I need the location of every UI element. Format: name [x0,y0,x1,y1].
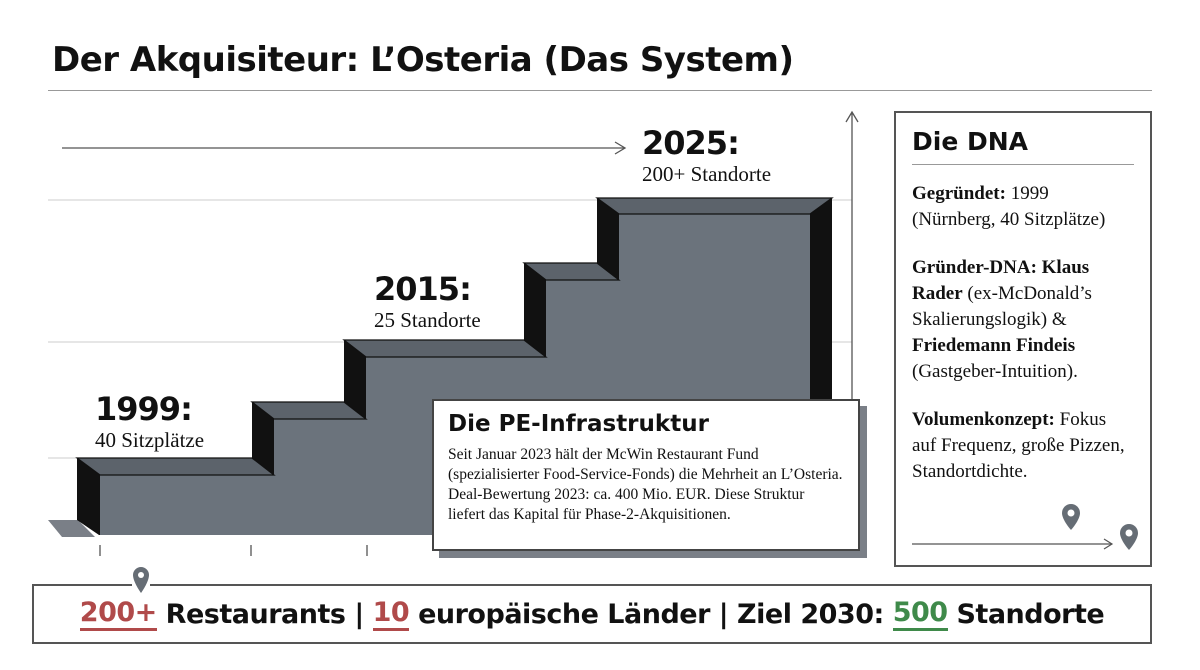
pe-box-text: Seit Januar 2023 hält der McWin Restaura… [448,446,843,523]
step-year: 2025: [642,124,740,162]
dna-panel: Die DNA Gegründet: 1999 (Nürnberg, 40 Si… [894,111,1152,567]
step-year: 2015: [374,270,472,308]
step-2025: 2025: 200+ Standorte [642,124,771,187]
step-label: 25 Standorte [374,308,481,332]
step-year: 1999: [95,390,193,428]
map-pin-icon [1120,524,1138,550]
step-top-bevels [75,197,834,476]
step-label: 200+ Standorte [642,162,772,186]
pe-infrastructure-box: Die PE-Infrastruktur Seit Januar 2023 hä… [432,399,860,551]
step-2015: 2015: 25 Standorte [374,270,481,333]
map-pin-icon [1062,504,1080,530]
map-pin-icon [132,567,150,593]
arrow-right-icon [62,141,627,155]
step-1999: 1999: 40 Sitzplätze [95,390,204,453]
title-divider [48,90,1152,91]
axis-ticks [99,545,368,556]
restaurant-count: 200+ [79,597,157,631]
dna-founded: Gegründet: 1999 (Nürnberg, 40 Sitzplätze… [912,183,1106,230]
summary-bar: 200+ Restaurants | 10 europäische Länder… [32,584,1152,644]
dna-divider [912,164,1134,165]
country-count: 10 [372,597,410,631]
target-count: 500 [892,597,948,631]
dna-founders: Gründer-DNA: Klaus Rader (ex-McDonald’s … [912,257,1092,382]
dna-decoration [912,504,1138,550]
step-label: 40 Sitzplätze [95,428,205,452]
dna-concept: Volumenkonzept: Fokus auf Frequenz, groß… [912,409,1125,482]
dna-title: Die DNA [912,127,1029,156]
pe-box-title: Die PE-Infrastruktur [448,411,709,437]
page-title: Der Akquisiteur: L’Osteria (Das System) [52,40,794,80]
step-shadow [48,520,95,537]
